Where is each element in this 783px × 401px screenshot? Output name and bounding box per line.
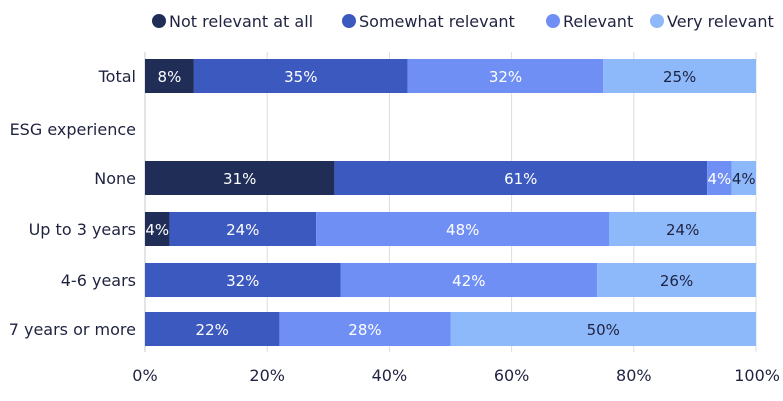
bar-value-label: 25% <box>663 68 696 86</box>
bar-value-label: 24% <box>226 221 259 239</box>
bar-segment <box>597 263 756 297</box>
bar-segment <box>609 212 756 246</box>
bar-value-label: 4% <box>732 170 756 188</box>
bar-segment <box>316 212 610 246</box>
bar-value-label: 61% <box>504 170 537 188</box>
legend-entry: Somewhat relevant <box>359 12 515 31</box>
bar-segment <box>334 161 708 195</box>
legend-marker <box>546 14 560 28</box>
bar-segment <box>603 59 756 93</box>
legend-marker <box>650 14 664 28</box>
x-tick-label: 0% <box>132 366 157 385</box>
legend-marker <box>152 14 166 28</box>
x-tick-label: 100% <box>734 366 780 385</box>
bar-segment <box>145 59 194 93</box>
bar-value-label: 32% <box>489 68 522 86</box>
bar-value-label: 4% <box>707 170 731 188</box>
bar-segment <box>145 312 280 346</box>
category-label: Total <box>98 67 136 86</box>
bar-segment <box>340 263 598 297</box>
category-label: None <box>94 169 136 188</box>
bar-value-label: 35% <box>284 68 317 86</box>
bar-value-label: 42% <box>452 272 485 290</box>
bar-segment <box>407 59 604 93</box>
bar-value-label: 31% <box>223 170 256 188</box>
bar-segment <box>731 161 756 195</box>
bar-segment <box>193 59 408 93</box>
bar-value-label: 50% <box>587 321 620 339</box>
x-tick-label: 40% <box>372 366 408 385</box>
bar-segment <box>169 212 317 246</box>
legend-entry: Not relevant at all <box>169 12 313 31</box>
legend-entry: Very relevant <box>667 12 774 31</box>
bar-segment <box>145 161 335 195</box>
category-label: 7 years or more <box>9 320 136 339</box>
x-axis-tick-labels: 0% 20% 40% 60% 80% 100% <box>132 366 780 385</box>
bar-segment <box>707 161 732 195</box>
x-tick-label: 60% <box>494 366 530 385</box>
category-label: Up to 3 years <box>29 220 136 239</box>
bar-segment <box>145 212 170 246</box>
gridlines <box>144 52 757 352</box>
legend-marker <box>342 14 356 28</box>
bar-value-label: 22% <box>196 321 229 339</box>
bar-segment <box>145 263 341 297</box>
bar-value-label: 28% <box>348 321 381 339</box>
bars: 8% 35% 32% 25%31% 61% 4% 4%4% 24% 48% 24%32% 42% 26… <box>145 59 756 346</box>
bar-value-label: 32% <box>226 272 259 290</box>
bar-value-label: 24% <box>666 221 699 239</box>
x-tick-label: 80% <box>616 366 652 385</box>
bar-segment <box>450 312 756 346</box>
bar-value-label: 48% <box>446 221 479 239</box>
bar-segment <box>279 312 451 346</box>
x-tick-label: 20% <box>249 366 285 385</box>
legend-entry: Relevant <box>563 12 633 31</box>
category-label: ESG experience <box>10 120 136 139</box>
category-labels: Total ESG experience None Up to 3 years 4-6 … <box>9 67 136 339</box>
bar-value-label: 8% <box>158 68 182 86</box>
legend: Not relevant at all Somewhat relevant Rele… <box>152 12 774 31</box>
category-label: 4-6 years <box>61 271 136 290</box>
bar-value-label: 4% <box>145 221 169 239</box>
bar-value-label: 26% <box>660 272 693 290</box>
